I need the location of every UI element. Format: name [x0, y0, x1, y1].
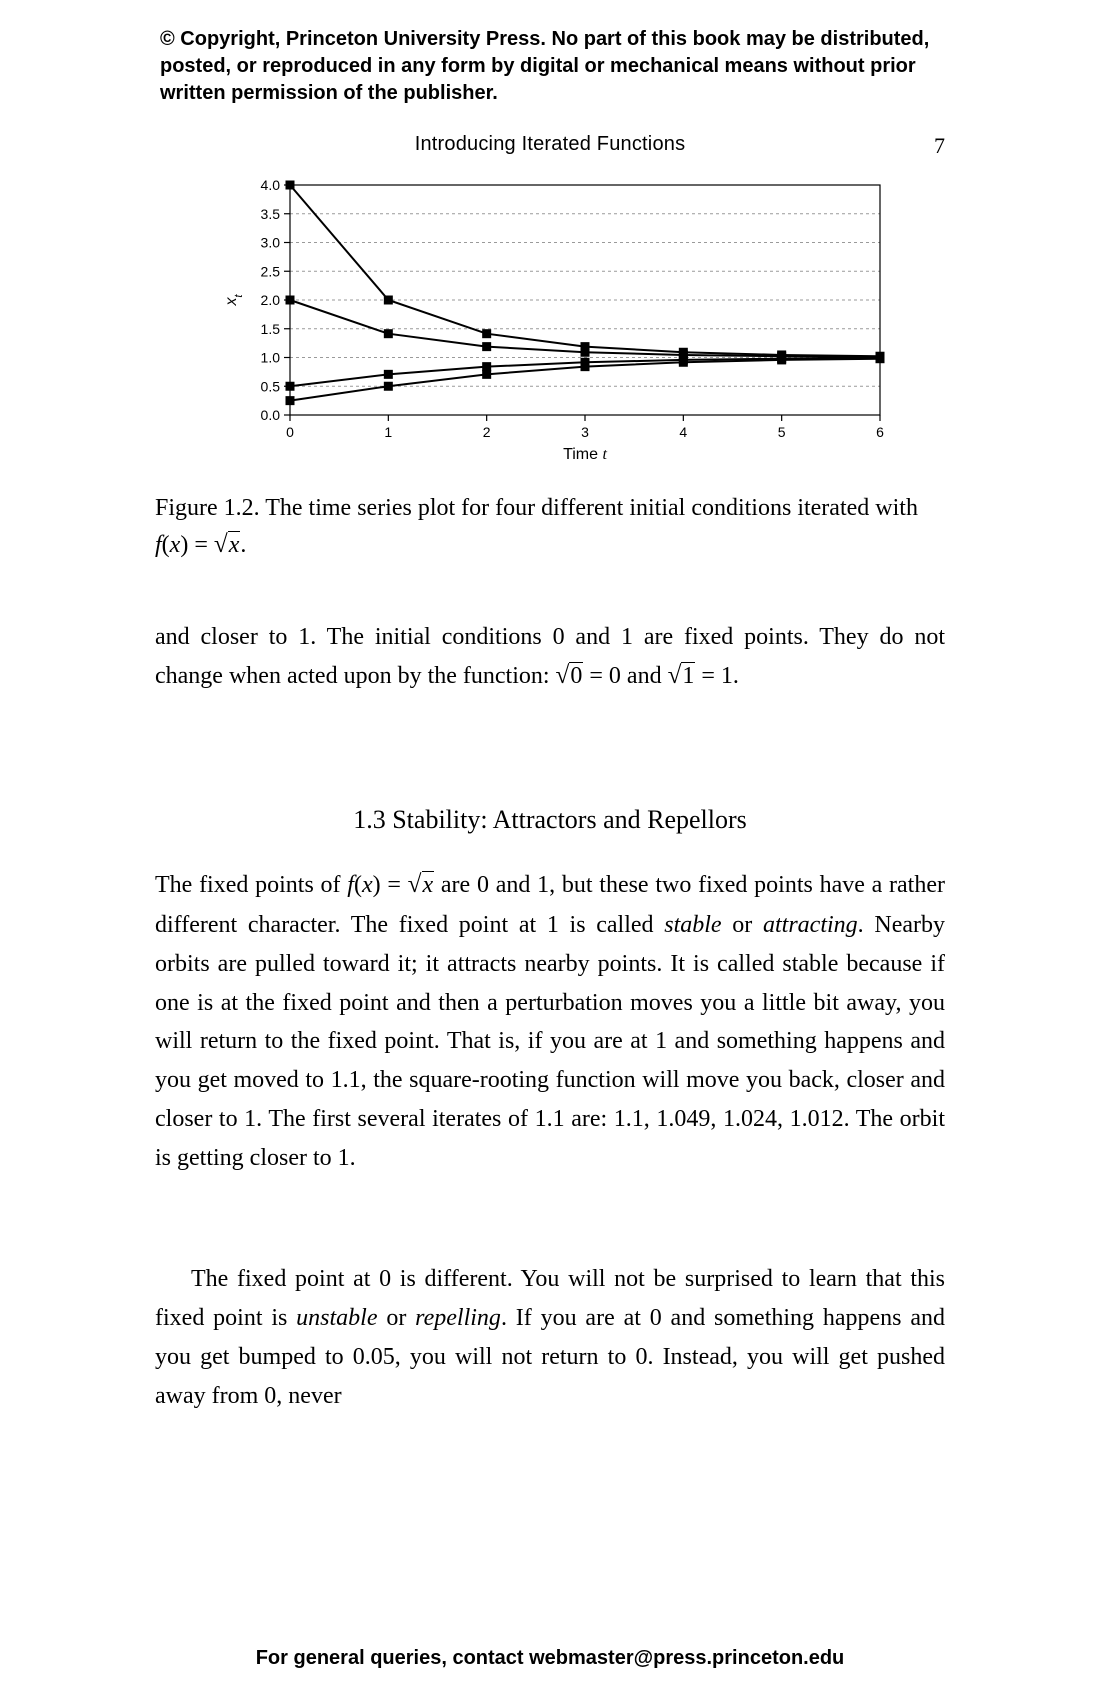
svg-text:1: 1	[384, 424, 392, 440]
svg-text:2.0: 2.0	[261, 292, 281, 308]
svg-text:4: 4	[679, 424, 687, 440]
svg-text:0.5: 0.5	[261, 378, 281, 394]
body-paragraph-c: The fixed point at 0 is different. You w…	[155, 1260, 945, 1416]
em-stable: stable	[664, 912, 721, 938]
em-unstable: unstable	[296, 1305, 377, 1331]
em-repelling: repelling	[415, 1305, 501, 1331]
text: The fixed points of	[155, 872, 347, 898]
body-paragraph-a: and closer to 1. The initial conditions …	[155, 618, 945, 697]
caption-tail: .	[240, 532, 246, 558]
text: = 1.	[695, 663, 739, 689]
footer-contact: For general queries, contact webmaster@p…	[0, 1647, 1100, 1670]
fx-f: f	[155, 532, 162, 558]
eq: =	[381, 872, 408, 898]
sqrt-0: √0	[556, 663, 584, 689]
page-number: 7	[934, 133, 945, 159]
text: . Nearby orbits are pulled toward it; it…	[155, 912, 945, 1171]
svg-text:6: 6	[876, 424, 884, 440]
svg-text:xt: xt	[223, 294, 245, 307]
section-heading: 1.3 Stability: Attractors and Repellors	[0, 805, 1100, 835]
fx-x: x	[170, 532, 181, 558]
svg-text:Time t: Time t	[563, 446, 607, 463]
svg-text:1.0: 1.0	[261, 350, 281, 366]
svg-text:3.0: 3.0	[261, 235, 281, 251]
sqrt-x: √x	[214, 532, 240, 558]
svg-text:2.5: 2.5	[261, 263, 281, 279]
copyright-notice: © Copyright, Princeton University Press.…	[160, 26, 940, 107]
text: or	[722, 912, 763, 938]
svg-text:3: 3	[581, 424, 589, 440]
fx-f: f	[347, 872, 354, 898]
sqrt-1: √1	[668, 663, 696, 689]
caption-eq: =	[188, 532, 214, 558]
svg-text:0: 0	[286, 424, 294, 440]
svg-text:1.5: 1.5	[261, 321, 281, 337]
svg-text:2: 2	[483, 424, 491, 440]
text: = 0 and	[583, 663, 667, 689]
svg-text:4.0: 4.0	[261, 177, 281, 193]
svg-text:0.0: 0.0	[261, 407, 281, 423]
text: or	[378, 1305, 416, 1331]
sqrt-x: √x	[408, 872, 434, 898]
svg-text:5: 5	[778, 424, 786, 440]
em-attracting: attracting	[763, 912, 858, 938]
caption-text: Figure 1.2. The time series plot for fou…	[155, 495, 918, 521]
text: and closer to 1. The initial conditions …	[155, 624, 945, 689]
figure-caption: Figure 1.2. The time series plot for fou…	[155, 490, 945, 564]
time-series-plot: 0.0 0.5 1.0 1.5 2.0 2.5 3.0 3.5 4.0 0 1 2 3 4 5 6 xt Time…	[200, 175, 900, 465]
figure-1-2-chart: 0.0 0.5 1.0 1.5 2.0 2.5 3.0 3.5 4.0 0 1 2 3 4 5 6 xt Time…	[200, 175, 900, 465]
svg-text:3.5: 3.5	[261, 206, 281, 222]
fx-x: x	[362, 872, 373, 898]
body-paragraph-b: The fixed points of f(x) = √x are 0 and …	[155, 865, 945, 1178]
